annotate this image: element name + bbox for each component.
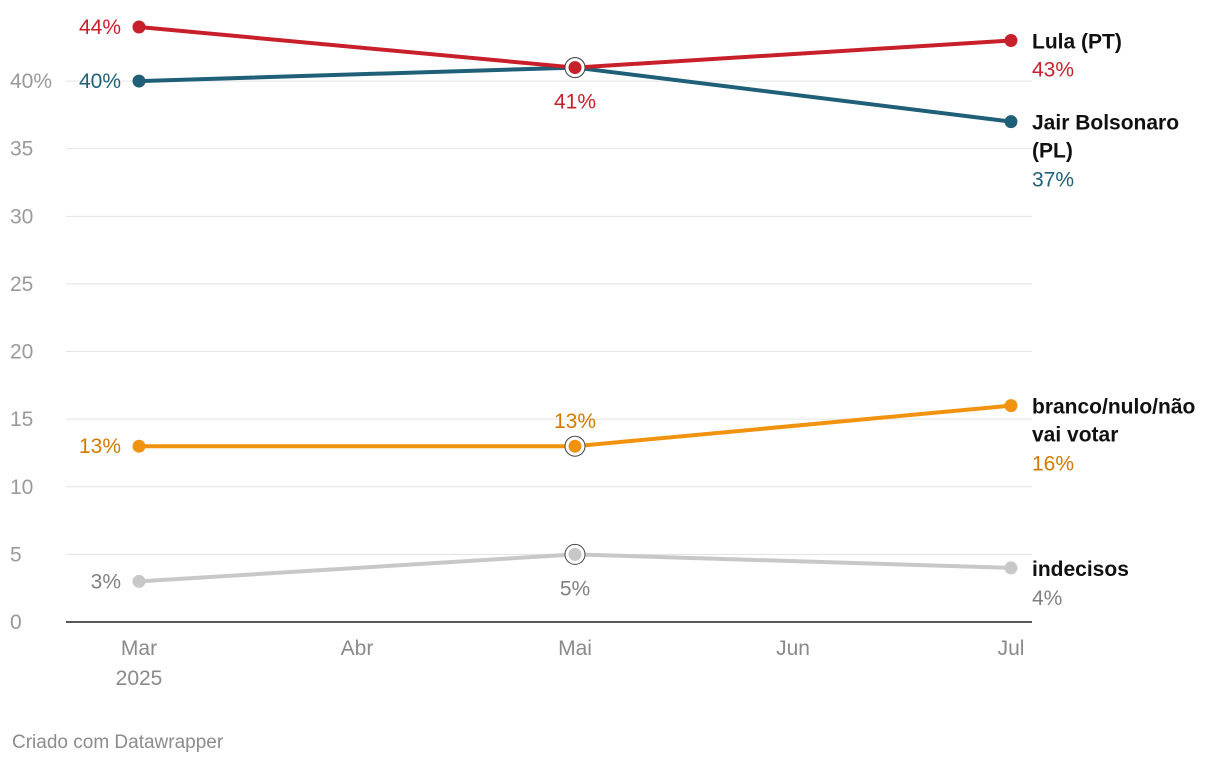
point-label: 16% bbox=[1032, 453, 1074, 476]
data-point bbox=[1004, 34, 1018, 48]
point-label: 13% bbox=[554, 410, 596, 433]
x-tick-label: Mai bbox=[558, 637, 592, 660]
y-tick-label: 40% bbox=[10, 70, 52, 93]
x-axis-ticks: Mar 2025 Abr Mai Jun Jul bbox=[116, 637, 1025, 690]
series-name-label: Jair Bolsonaro bbox=[1032, 112, 1179, 135]
point-label: 41% bbox=[554, 91, 596, 114]
series-name-label: Lula (PT) bbox=[1032, 31, 1122, 54]
y-tick-label: 25 bbox=[10, 273, 33, 296]
data-point bbox=[1004, 115, 1018, 129]
data-point bbox=[132, 574, 146, 588]
gridlines bbox=[66, 80, 1032, 623]
series-points bbox=[132, 20, 1018, 588]
x-tick-label: Abr bbox=[341, 637, 374, 660]
series-name-label: (PL) bbox=[1032, 140, 1073, 163]
data-point bbox=[1004, 399, 1018, 413]
x-tick-sublabel: 2025 bbox=[116, 667, 163, 690]
x-tick-label: Jun bbox=[776, 637, 810, 660]
series-name-label: indecisos bbox=[1032, 558, 1129, 581]
y-tick-label: 10 bbox=[10, 476, 33, 499]
series-name-label: branco/nulo/não bbox=[1032, 396, 1195, 419]
x-tick-label: Mar bbox=[121, 637, 157, 660]
data-point bbox=[132, 74, 146, 88]
point-label: 4% bbox=[1032, 587, 1062, 610]
series-name-label: vai votar bbox=[1032, 424, 1118, 447]
data-labels: 44% 41% 43% Lula (PT) 40% 37% Jair Bolsonaro (P… bbox=[79, 16, 1195, 610]
point-label: 5% bbox=[560, 577, 590, 600]
data-point bbox=[568, 439, 582, 453]
y-tick-label: 35 bbox=[10, 138, 33, 161]
y-tick-label: 20 bbox=[10, 341, 33, 364]
point-label: 43% bbox=[1032, 59, 1074, 82]
data-point bbox=[132, 20, 146, 34]
data-point bbox=[132, 439, 146, 453]
point-label: 40% bbox=[79, 70, 121, 93]
point-label: 44% bbox=[79, 16, 121, 39]
point-label: 37% bbox=[1032, 169, 1074, 192]
point-label: 3% bbox=[91, 570, 121, 593]
data-point bbox=[568, 61, 582, 75]
y-tick-label: 30 bbox=[10, 205, 33, 228]
point-label: 13% bbox=[79, 435, 121, 458]
x-tick-label: Jul bbox=[998, 637, 1025, 660]
y-axis-ticks: 0 5 10 15 20 25 30 35 40% bbox=[10, 70, 52, 634]
data-point bbox=[568, 547, 582, 561]
data-point bbox=[1004, 561, 1018, 575]
credit-text: Criado com Datawrapper bbox=[12, 732, 224, 753]
y-tick-label: 5 bbox=[10, 543, 22, 566]
y-tick-label: 15 bbox=[10, 408, 33, 431]
y-tick-label: 0 bbox=[10, 611, 22, 634]
